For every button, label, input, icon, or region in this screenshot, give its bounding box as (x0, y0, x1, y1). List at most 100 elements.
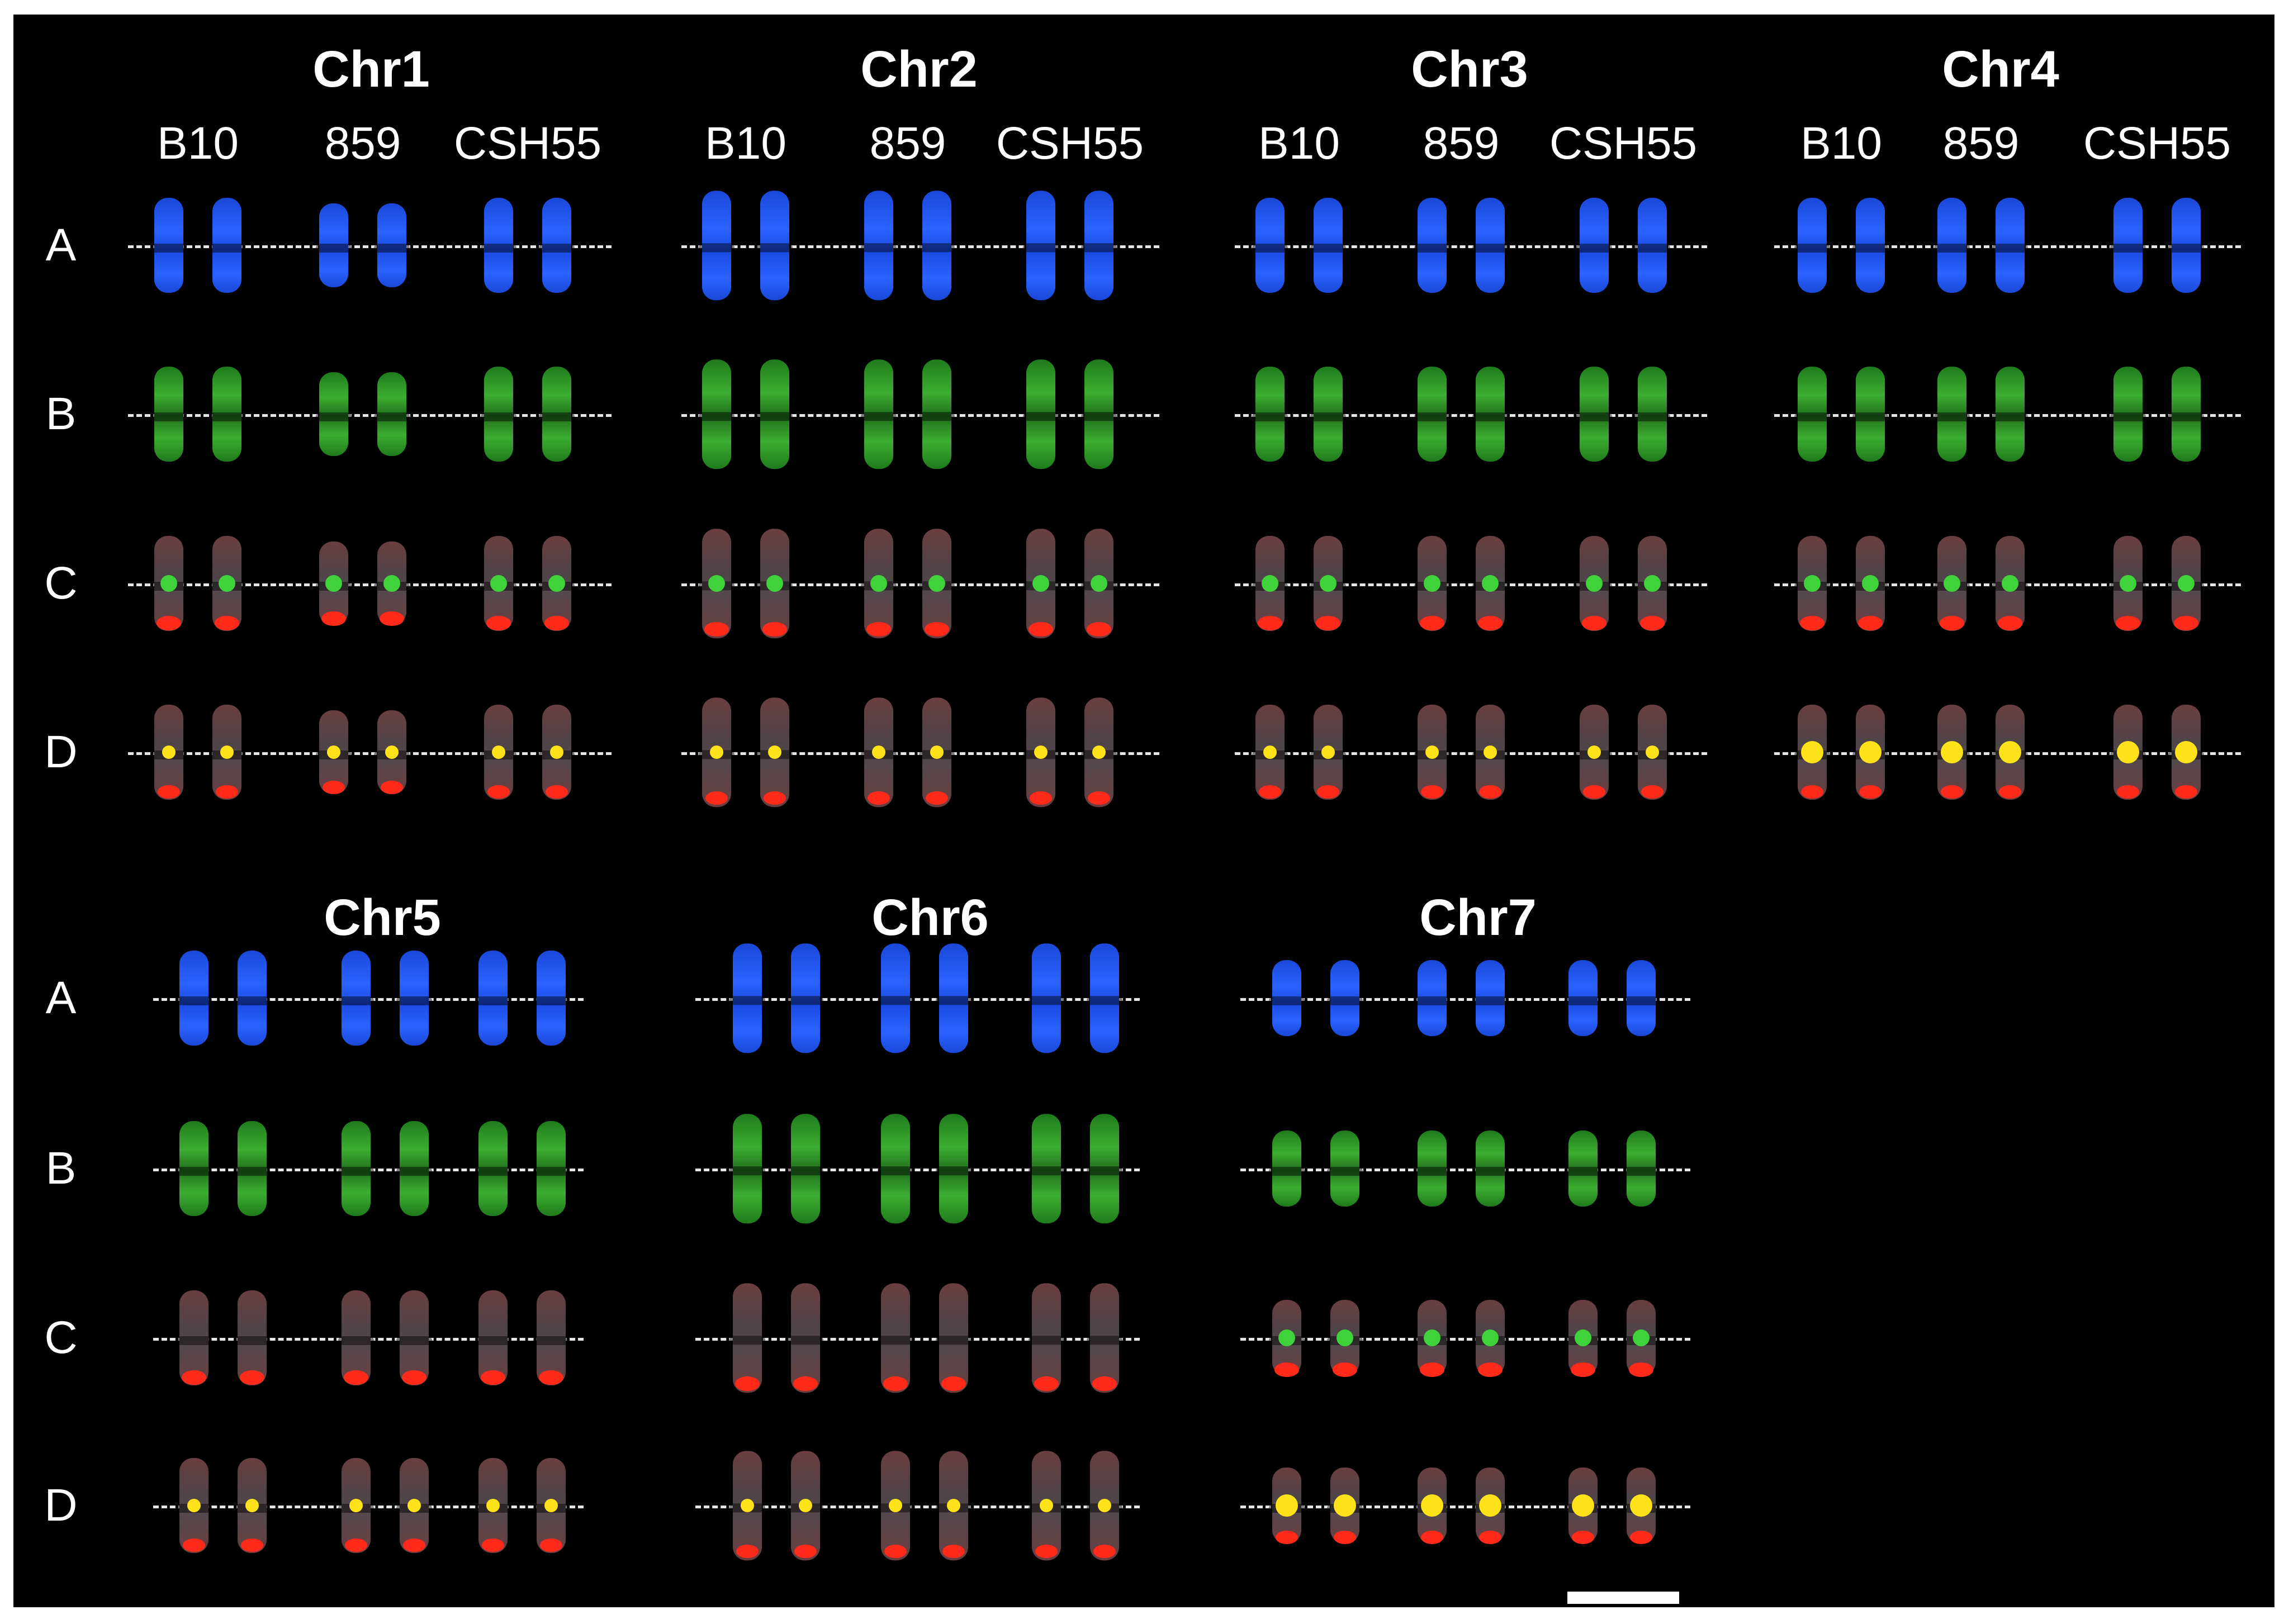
chromosome-centromere (1252, 412, 1288, 421)
red-signal (381, 781, 403, 794)
green-signal (739, 1329, 756, 1346)
chromosome-centromere (234, 1166, 270, 1176)
green-signal (2178, 575, 2195, 592)
green-signal (870, 575, 887, 592)
chromosome (936, 1114, 971, 1223)
green-signal (244, 1329, 260, 1346)
green-signal (1032, 575, 1049, 592)
green-signal (1262, 575, 1278, 592)
chromosome-centromere (151, 412, 187, 421)
green-signal (2002, 575, 2018, 592)
chromosome-centromere (1623, 1167, 1659, 1176)
chromosome (396, 1121, 432, 1216)
chromosome-centromere (1634, 243, 1670, 253)
chromosome (1414, 1131, 1450, 1207)
green-signal (348, 1329, 364, 1346)
green-signal (945, 1329, 962, 1346)
chromosome-centromere (1414, 412, 1450, 421)
chromosome (1023, 359, 1059, 469)
red-signal (736, 1545, 759, 1559)
green-signal (325, 575, 342, 592)
chromosome (788, 1283, 823, 1393)
chromosome-centromere (757, 243, 793, 253)
chromosome-centromere (1081, 243, 1117, 253)
fish-karyotype-panel: A B C D A B C D Chr1 B10 859 CSH55 Chr2 B10 859 CSH55 Ch… (13, 15, 2274, 1607)
row-label-d: D (44, 726, 78, 777)
chromosome-centromere (1934, 243, 1970, 253)
chromosome (729, 943, 765, 1053)
chromosome (533, 1121, 569, 1216)
chromosome-centromere (1472, 412, 1508, 421)
yellow-signal (1801, 741, 1823, 763)
chromosome-centromere (2168, 412, 2204, 421)
red-signal (1629, 1362, 1653, 1378)
chromosome-centromere (1414, 996, 1450, 1006)
red-signal (1093, 1545, 1116, 1559)
scale-bar (1567, 1592, 1679, 1604)
chromosome (1327, 1131, 1363, 1207)
chromosome-centromere (1310, 243, 1346, 253)
chromosome (2110, 367, 2146, 462)
chromosome-centromere (936, 1336, 971, 1345)
yellow-signal (1425, 745, 1439, 759)
chromosome-centromere (1472, 996, 1508, 1006)
chromosome (234, 1121, 270, 1216)
red-signal (1035, 1545, 1058, 1559)
sample-label-csh55: CSH55 (2083, 118, 2231, 169)
red-signal (1859, 785, 1882, 799)
chromosome-centromere (1029, 1166, 1064, 1176)
green-signal (406, 1329, 423, 1346)
yellow-signal (1334, 1494, 1356, 1517)
chromosome (475, 1290, 511, 1385)
chromosome (699, 191, 734, 300)
red-signal (762, 622, 787, 637)
chromosome (1327, 960, 1363, 1036)
red-signal (182, 1370, 206, 1385)
chromosome (757, 359, 793, 469)
red-signal (1088, 791, 1110, 805)
chromosome-centromere (316, 244, 352, 253)
red-signal (1479, 1531, 1501, 1545)
chromosome-centromere (1269, 996, 1305, 1006)
chromosome-centromere (234, 996, 270, 1005)
green-signal (1337, 1329, 1353, 1346)
chromosome-centromere (1023, 412, 1059, 421)
chromosome-centromere (209, 243, 245, 253)
chromosome (861, 359, 897, 469)
red-signal (1572, 1531, 1594, 1545)
red-signal (482, 1538, 504, 1552)
sample-label-csh55: CSH55 (1549, 118, 1698, 169)
yellow-signal (492, 745, 505, 759)
chromosome-centromere (2110, 412, 2146, 421)
green-signal (1862, 575, 1879, 592)
row-label-a: A (45, 220, 77, 270)
chromosome (1029, 943, 1064, 1053)
red-signal (1583, 785, 1605, 799)
chromosome (1023, 191, 1059, 300)
red-signal (546, 785, 568, 799)
red-signal (1641, 785, 1664, 799)
red-signal (539, 1370, 563, 1385)
chromosome (1252, 367, 1288, 462)
yellow-signal (2117, 741, 2139, 763)
green-signal (766, 575, 783, 592)
chromosome (1081, 191, 1117, 300)
chromosome-centromere (539, 412, 575, 421)
red-signal (705, 791, 728, 805)
chromosome-centromere (1992, 412, 2028, 421)
red-signal (1274, 1362, 1299, 1378)
chromosome (1087, 1114, 1122, 1223)
red-signal (1999, 785, 2021, 799)
sample-label-b10: B10 (705, 118, 786, 169)
chromosome (1029, 1114, 1064, 1223)
chromosome (1992, 367, 2028, 462)
centromere-guide-line (695, 1506, 1140, 1508)
chromosome (475, 1121, 511, 1216)
chromosome (1852, 536, 1888, 631)
centromere-guide-line (1240, 1169, 1690, 1171)
red-signal (216, 785, 238, 799)
chromosome (539, 536, 575, 631)
red-signal (941, 1376, 966, 1392)
chromosome (176, 951, 212, 1046)
